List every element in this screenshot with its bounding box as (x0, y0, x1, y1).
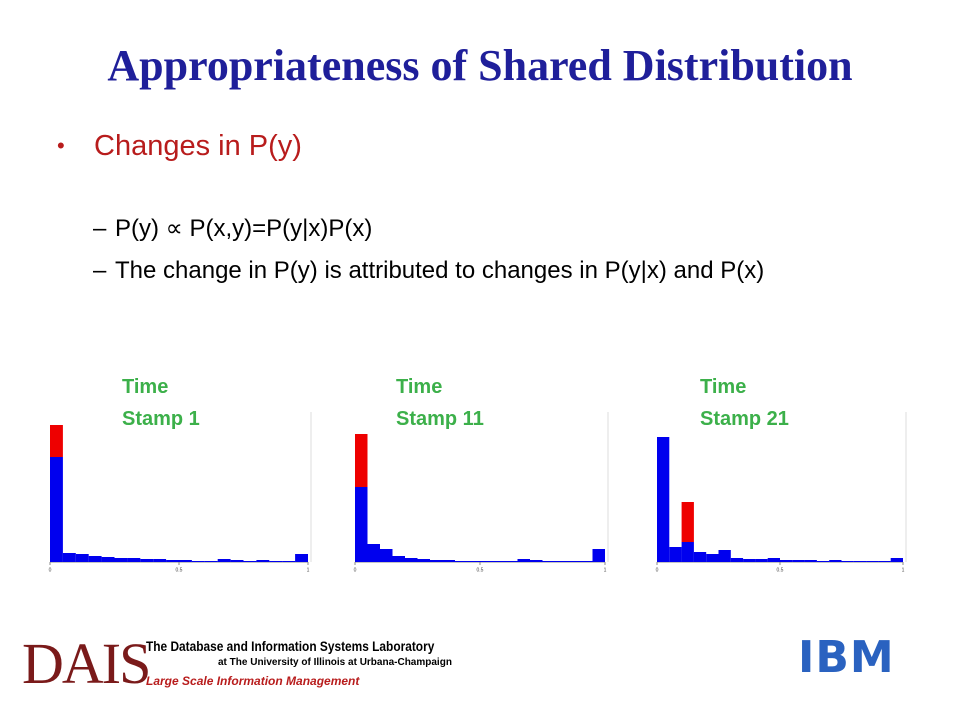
bar (592, 549, 605, 562)
bullet: • Changes in P(y) (57, 130, 302, 162)
bar (681, 502, 694, 542)
bar (530, 560, 543, 562)
bar (755, 559, 768, 562)
bar (878, 561, 891, 562)
bar (841, 561, 854, 562)
x-tick-label: 0.5 (477, 567, 484, 573)
bar (430, 560, 443, 562)
bar (191, 561, 205, 562)
bar (555, 561, 568, 562)
bar (442, 560, 455, 562)
bar (718, 550, 731, 562)
x-tick-label: 1 (902, 567, 905, 573)
university: at The University of Illinois at Urbana-… (218, 657, 452, 668)
sub-bullet: – The change in P(y) is attributed to cha… (93, 257, 765, 284)
bar (417, 559, 430, 562)
sub-bullet-text: The change in P(y) is attributed to chan… (115, 257, 765, 284)
bar (179, 560, 192, 562)
tagline: Large Scale Information Management (146, 674, 360, 688)
bar (355, 487, 368, 562)
bar (542, 561, 555, 562)
bar (217, 559, 231, 562)
bar (166, 560, 179, 562)
bar (853, 561, 867, 562)
bar (256, 560, 270, 562)
bar (505, 561, 518, 562)
x-tick-label: 0 (656, 567, 659, 573)
bar (792, 560, 805, 562)
bar (204, 561, 218, 562)
bullet-text: Changes in P(y) (94, 130, 302, 162)
sub-bullet-text: P(y) ∝ P(x,y)=P(y|x)P(x) (115, 215, 373, 242)
bar (730, 558, 744, 562)
ibm-logo: IBM (798, 632, 895, 683)
chart-title: Time Stamp 11 (396, 376, 484, 430)
bar (816, 561, 830, 562)
bar (355, 434, 368, 487)
bar (50, 425, 63, 457)
bar (114, 558, 128, 562)
slide-title: Appropriateness of Shared Distribution (107, 41, 853, 90)
bar (243, 561, 257, 562)
charts: Time Stamp 1 0 0.5 1 Time Stamp 11 0 0.5 1 Time Sta… (49, 376, 907, 573)
bar (681, 542, 694, 562)
bar (62, 553, 76, 562)
bar (567, 561, 580, 562)
bar (282, 561, 296, 562)
x-tick-label: 0.5 (777, 567, 784, 573)
bar (269, 561, 283, 562)
bar (101, 557, 115, 562)
bar (804, 560, 817, 562)
x-tick-label: 1 (307, 567, 310, 573)
x-tick-label: 0 (354, 567, 357, 573)
bar (392, 556, 405, 562)
bar (230, 560, 244, 562)
bar (866, 561, 879, 562)
bar (380, 549, 393, 562)
bar (88, 556, 102, 562)
bar (75, 554, 89, 562)
chart-title: Time Stamp 1 (122, 376, 200, 430)
bar (743, 559, 756, 562)
x-tick-label: 0 (49, 567, 52, 573)
x-tick-label: 0.5 (176, 567, 183, 573)
bar (669, 547, 682, 562)
bar (50, 457, 63, 562)
bar (517, 559, 530, 562)
bar (890, 558, 903, 562)
sub-bullet: – P(y) ∝ P(x,y)=P(y|x)P(x) (93, 215, 373, 242)
bar (829, 560, 842, 562)
bar (367, 544, 380, 562)
bar (455, 561, 468, 562)
bar (480, 561, 493, 562)
bar (780, 560, 793, 562)
bar (295, 554, 308, 562)
bar (706, 554, 719, 562)
bar (657, 437, 670, 562)
bar (580, 561, 593, 562)
x-tick-label: 1 (604, 567, 607, 573)
bar (405, 558, 418, 562)
bar (767, 558, 780, 562)
bar (140, 559, 154, 562)
bar (153, 559, 167, 562)
bar (127, 558, 141, 562)
dais-logo: DAIS (22, 631, 151, 696)
lab-name: The Database and Information Systems Lab… (146, 638, 435, 654)
chart-title: Time Stamp 21 (700, 376, 789, 430)
bar (467, 561, 480, 562)
bar (492, 561, 505, 562)
bar (693, 552, 707, 562)
